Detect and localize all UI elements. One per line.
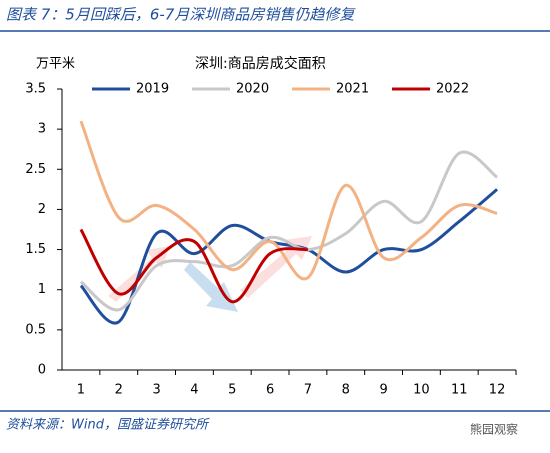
x-tick-label: 3 xyxy=(152,383,160,398)
x-tick-label: 5 xyxy=(228,383,236,398)
x-tick-label: 7 xyxy=(304,383,312,398)
y-tick-label: 1 xyxy=(38,282,46,297)
legend-label: 2020 xyxy=(236,82,269,97)
x-tick-label: 1 xyxy=(77,383,85,398)
page-header: 图表 7：5月回踩后，6-7月深圳商品房销售仍趋修复 xyxy=(6,6,356,24)
source: 资料来源：Wind，国盛证券研究所 xyxy=(6,417,210,433)
x-tick-label: 10 xyxy=(413,383,430,398)
y-tick-label: 3.5 xyxy=(25,82,46,97)
chart-title: 深圳:商品房成交面积 xyxy=(195,55,326,72)
x-tick-label: 6 xyxy=(266,383,274,398)
legend-label: 2021 xyxy=(336,82,369,97)
series-line xyxy=(79,150,499,312)
legend-label: 2022 xyxy=(436,82,469,97)
series-line xyxy=(79,188,499,325)
legend-label: 2019 xyxy=(136,82,169,97)
x-tick-label: 11 xyxy=(451,383,468,398)
x-tick-label: 8 xyxy=(342,383,350,398)
series-line xyxy=(79,120,498,281)
y-tick-label: 2.5 xyxy=(25,162,46,177)
x-tick-label: 12 xyxy=(489,383,506,398)
y-tick-label: 0 xyxy=(38,363,46,378)
y-axis-label: 万平米 xyxy=(36,57,75,72)
x-tick-label: 9 xyxy=(379,383,387,398)
x-tick-label: 2 xyxy=(115,383,123,398)
y-tick-label: 2 xyxy=(38,202,46,217)
y-tick-label: 1.5 xyxy=(25,242,46,257)
y-tick-label: 3 xyxy=(38,122,46,137)
y-tick-label: 0.5 xyxy=(25,322,46,337)
watermark: 熊园观察 xyxy=(470,422,518,437)
x-tick-label: 4 xyxy=(190,383,198,398)
series-line xyxy=(79,228,309,304)
